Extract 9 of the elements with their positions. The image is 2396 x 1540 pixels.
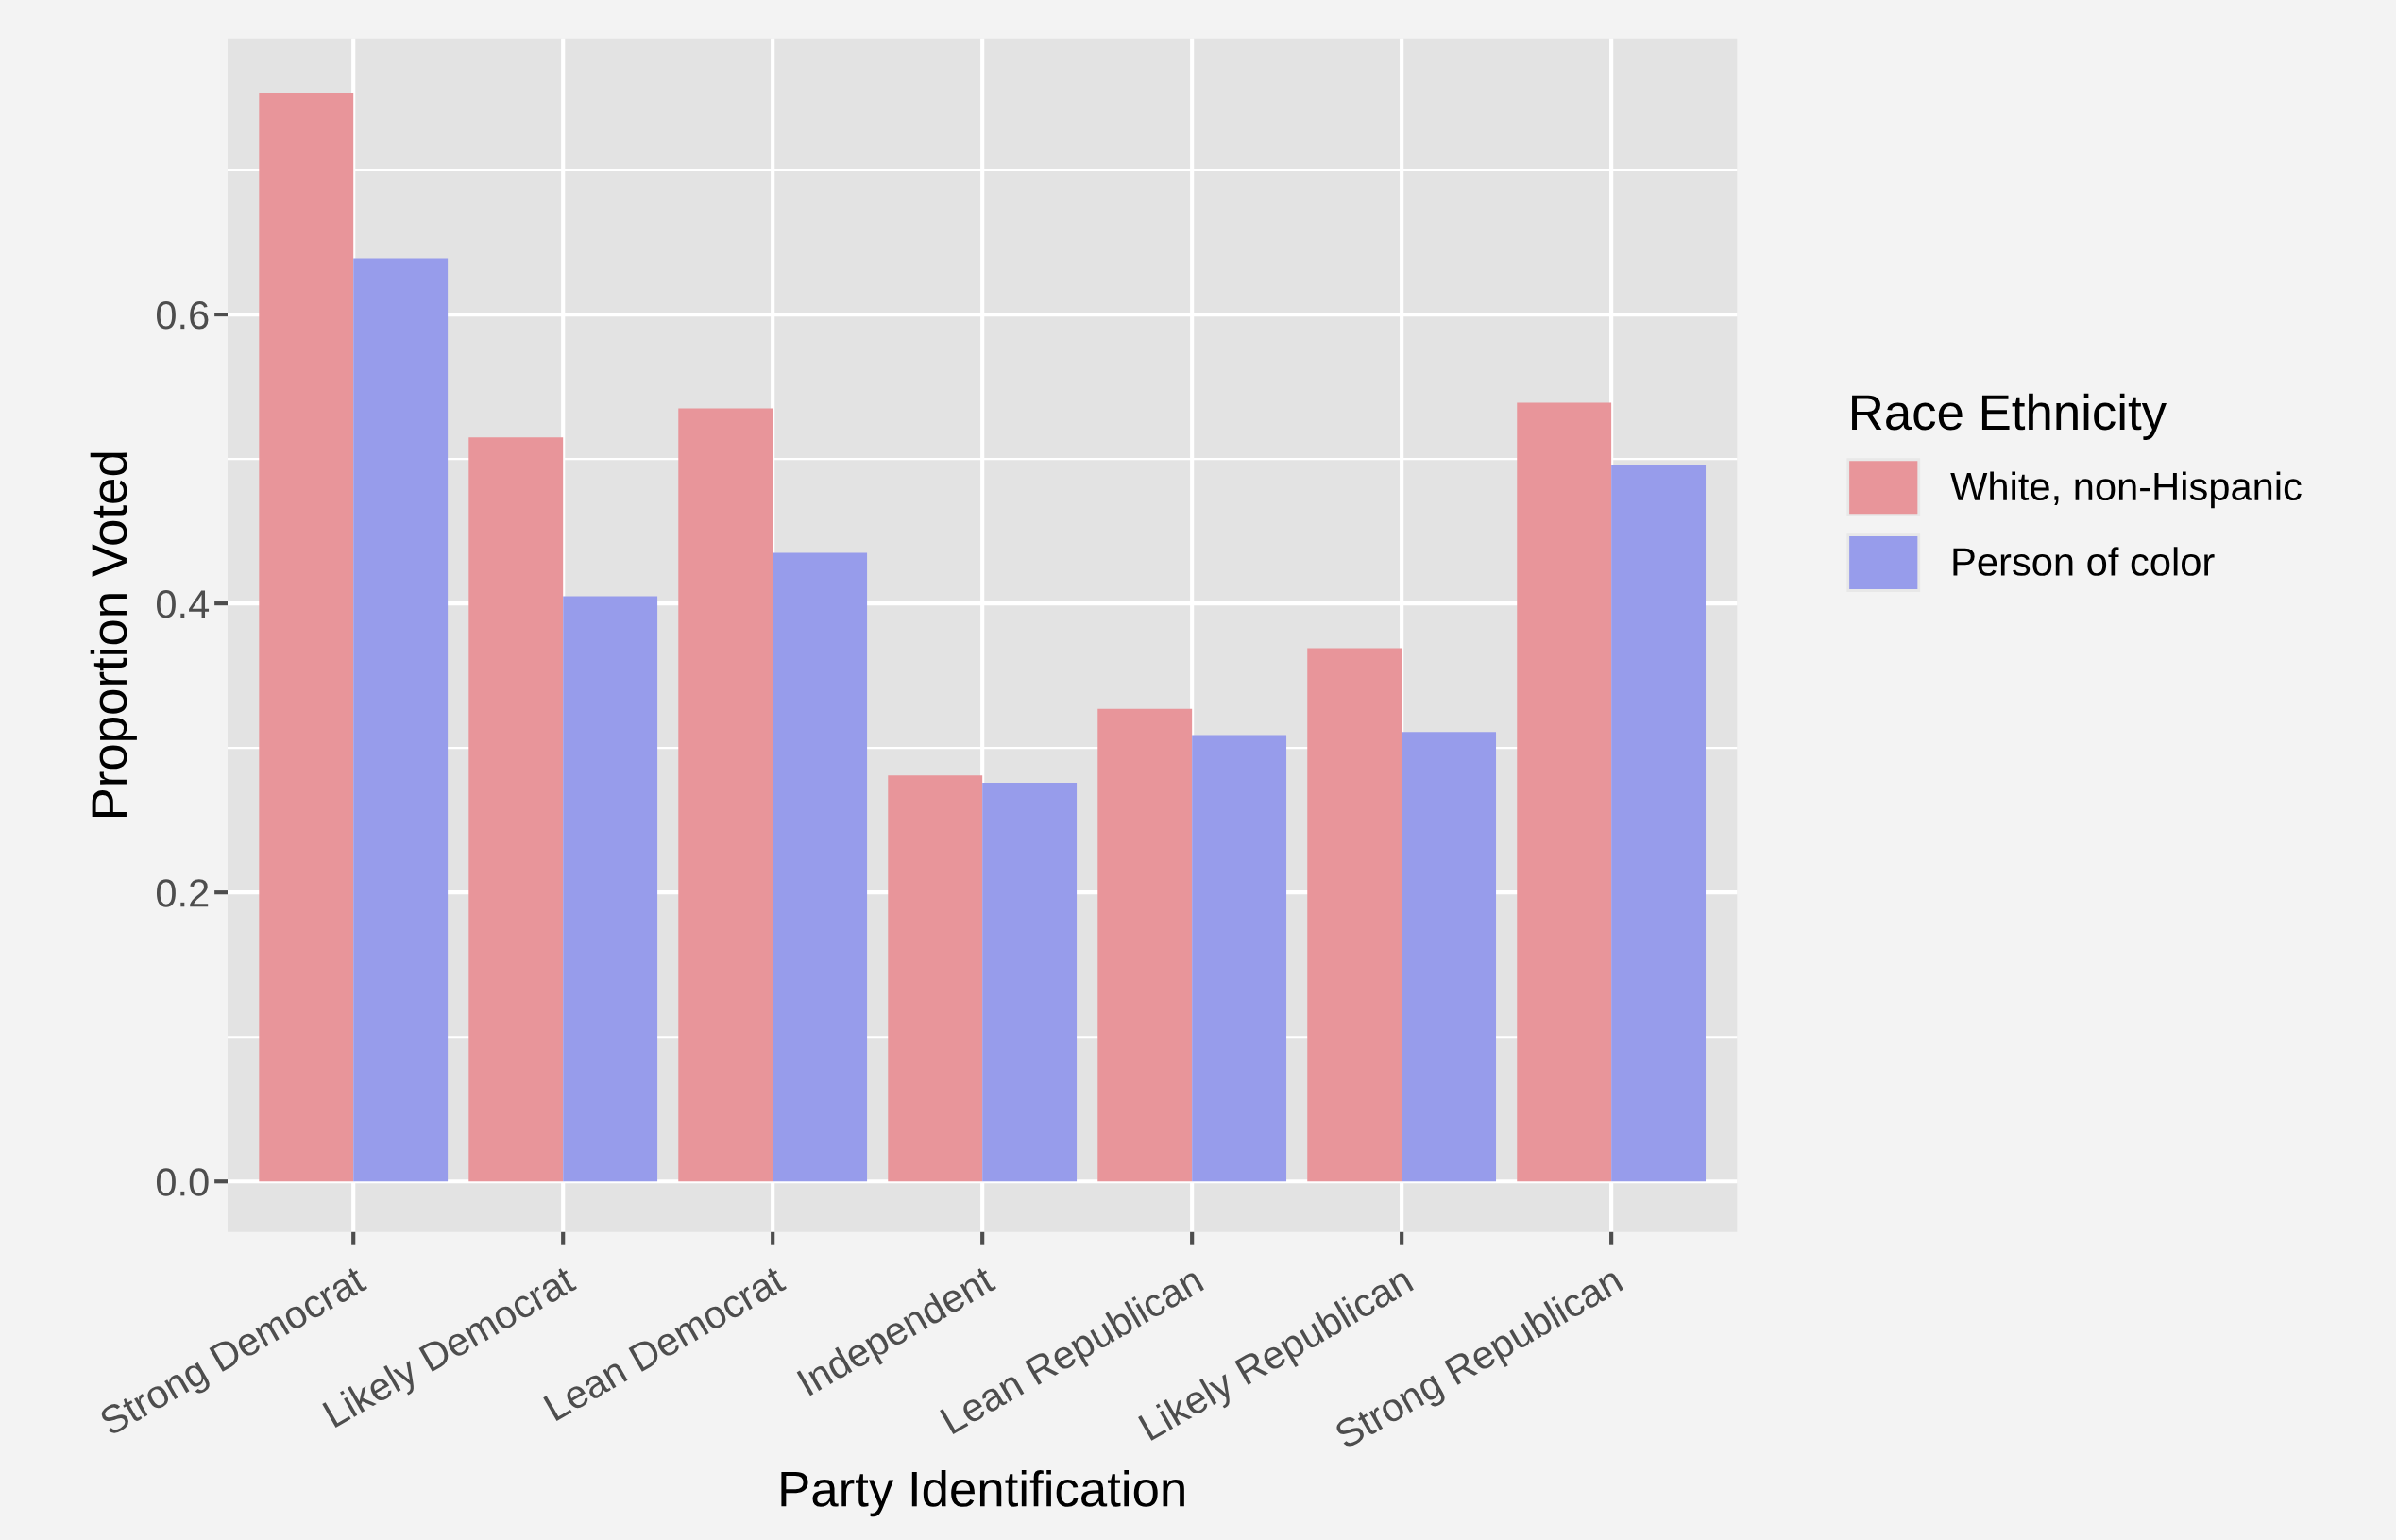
y-tick-label: 0.6	[156, 301, 209, 330]
legend-label: White, non-Hispanic	[1950, 471, 2302, 509]
legend-title: Race Ethnicity	[1852, 393, 2167, 440]
x-axis-title: Party Identification	[781, 1470, 1184, 1517]
y-tick-label: 0.4	[156, 590, 210, 618]
legend-label: Person of color	[1953, 547, 2215, 576]
y-tick-label: 0.2	[156, 879, 209, 907]
y-axis-title: Proportion Voted	[90, 452, 137, 818]
y-tick-label: 0.0	[156, 1168, 209, 1196]
